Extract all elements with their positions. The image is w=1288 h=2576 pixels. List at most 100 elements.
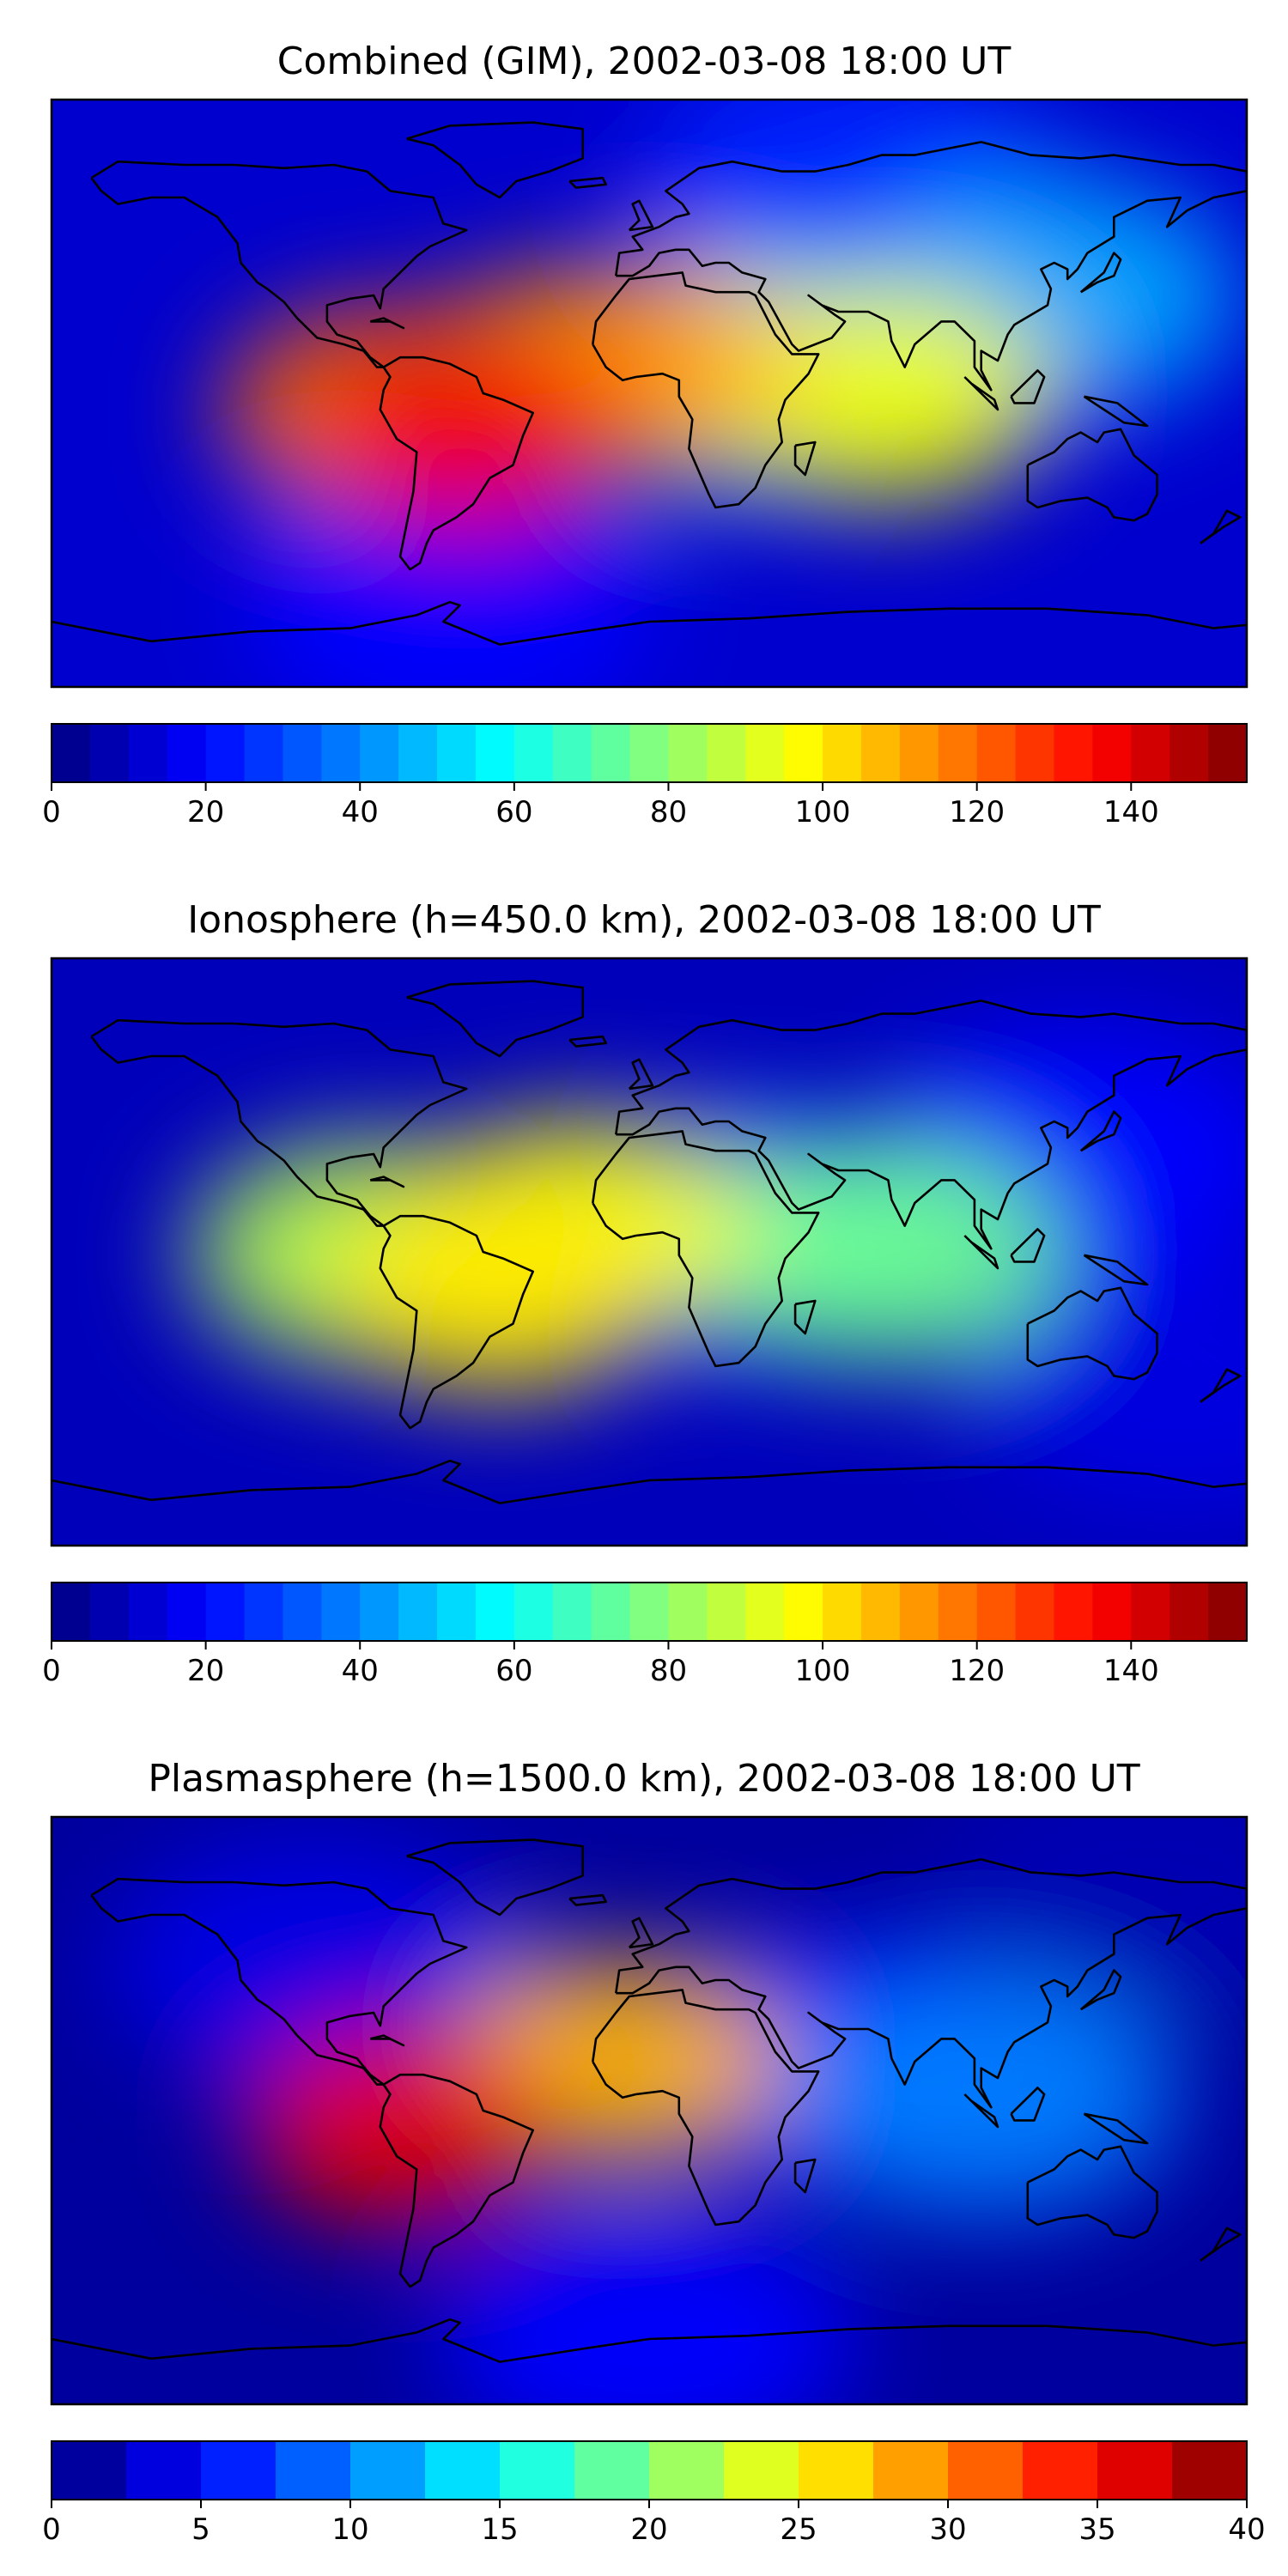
colorbar-segment bbox=[201, 2441, 276, 2500]
colorbar-segment bbox=[976, 1583, 1017, 1641]
colorbar-tick-label: 20 bbox=[187, 1654, 224, 1688]
field-feature bbox=[313, 334, 621, 531]
colorbar-segment bbox=[860, 1583, 901, 1641]
colorbar-segment bbox=[1170, 1583, 1209, 1641]
colorbar-tick-label: 20 bbox=[187, 795, 224, 829]
coastline bbox=[793, 1299, 817, 1335]
colorbar-segment bbox=[513, 1583, 554, 1641]
coastline bbox=[379, 2073, 534, 2288]
colorbar-segment bbox=[89, 1583, 130, 1641]
colorbar-segment bbox=[89, 724, 130, 782]
colorbar-segment bbox=[283, 1583, 322, 1641]
colorbar-segment bbox=[360, 724, 399, 782]
colorbar-segment bbox=[1092, 1583, 1132, 1641]
colorbar-segment bbox=[591, 724, 631, 782]
colorbar-segment bbox=[321, 724, 361, 782]
colorbar-segment bbox=[437, 1583, 477, 1641]
colorbar-segment bbox=[799, 2441, 874, 2500]
colorbar-segment bbox=[724, 2441, 799, 2500]
colorbar-segment bbox=[1092, 724, 1132, 782]
coastline bbox=[793, 2158, 817, 2194]
field-feature bbox=[329, 1177, 671, 1392]
coastline bbox=[1010, 1228, 1046, 1263]
colorbar-segment bbox=[167, 1583, 207, 1641]
colorbar-segment bbox=[244, 1583, 284, 1641]
colorbar-tick-label: 20 bbox=[630, 2512, 667, 2547]
colorbar-segment bbox=[591, 1583, 631, 1641]
colorbar-segment bbox=[1015, 1583, 1055, 1641]
colorbar-frame bbox=[51, 1582, 1248, 1642]
panel-title: Combined (GIM), 2002-03-08 18:00 UT bbox=[277, 39, 1012, 83]
coastline bbox=[628, 1917, 654, 1949]
colorbar-segment bbox=[668, 1583, 708, 1641]
coastline bbox=[615, 999, 1247, 1250]
coastline bbox=[592, 271, 820, 509]
coastline bbox=[1200, 1368, 1242, 1403]
colorbar-segment bbox=[283, 724, 322, 782]
map-plot bbox=[50, 957, 1249, 1547]
colorbar-segment bbox=[899, 1583, 939, 1641]
coastline bbox=[1083, 1254, 1149, 1286]
coastline bbox=[1010, 369, 1046, 404]
colorbar-segment bbox=[1131, 1583, 1170, 1641]
colorbar-segment bbox=[128, 724, 168, 782]
colorbar-segment bbox=[398, 724, 438, 782]
colorbar-segment bbox=[745, 724, 785, 782]
colorbar-segment bbox=[1208, 724, 1248, 782]
colorbar-frame bbox=[51, 723, 1248, 783]
colorbar-segment bbox=[1172, 2441, 1248, 2500]
colorbar-segment bbox=[205, 724, 246, 782]
colorbar-tick-label: 60 bbox=[495, 795, 532, 829]
colorbar-segment bbox=[398, 1583, 438, 1641]
colorbar-segment bbox=[1015, 724, 1055, 782]
colorbar: 0 20 40 60 80 100 120 140 bbox=[42, 1582, 1248, 1688]
colorbar-segment bbox=[276, 2441, 351, 2500]
coastline bbox=[90, 160, 468, 368]
colorbar-tick-label: 60 bbox=[495, 1654, 532, 1688]
colorbar-segment bbox=[784, 724, 823, 782]
colorbar: 0 20 40 60 80 100 120 140 bbox=[42, 723, 1248, 829]
coastline bbox=[90, 1877, 468, 2086]
colorbar-segment bbox=[552, 1583, 592, 1641]
coastline bbox=[406, 980, 584, 1058]
colorbar-tick-label: 80 bbox=[650, 795, 687, 829]
coastline bbox=[628, 1058, 654, 1091]
colorbar-segment bbox=[52, 2441, 127, 2500]
colorbar-tick-label: 120 bbox=[949, 1654, 1005, 1688]
colorbar-segment bbox=[1054, 1583, 1093, 1641]
colorbar-segment bbox=[938, 1583, 978, 1641]
coastline bbox=[379, 1214, 534, 1430]
colorbar-segment bbox=[52, 1583, 91, 1641]
colorbar-segment bbox=[513, 724, 554, 782]
field-feature bbox=[936, 1817, 1247, 2009]
colorbar-segment bbox=[629, 724, 670, 782]
map-frame bbox=[50, 1815, 1249, 2406]
coastline bbox=[369, 1176, 405, 1188]
colorbar-segment bbox=[976, 724, 1017, 782]
colorbar-tick-label: 0 bbox=[42, 2512, 61, 2547]
coastline bbox=[963, 376, 999, 411]
colorbar-segment bbox=[948, 2441, 1024, 2500]
colorbar-segment bbox=[823, 724, 862, 782]
coastline bbox=[615, 1858, 1247, 2109]
colorbar-segment bbox=[873, 2441, 949, 2500]
colorbar-tick-label: 15 bbox=[481, 2512, 518, 2547]
colorbar: 0 5 10 15 20 25 30 35 40 bbox=[42, 2440, 1266, 2547]
colorbar-segment bbox=[475, 1583, 515, 1641]
coastline bbox=[1079, 1969, 1122, 2011]
field-feature bbox=[247, 2029, 553, 2225]
colorbar-tick-label: 100 bbox=[795, 795, 851, 829]
colorbar-segment bbox=[899, 724, 939, 782]
colorbar-segment bbox=[707, 724, 746, 782]
colorbar-segment bbox=[574, 2441, 650, 2500]
colorbar-tick-label: 25 bbox=[780, 2512, 817, 2547]
coastline bbox=[615, 141, 1247, 392]
colorbar-segment bbox=[1208, 1583, 1248, 1641]
field-feature bbox=[443, 2215, 855, 2404]
coastline bbox=[406, 121, 584, 199]
colorbar-segment bbox=[1097, 2441, 1173, 2500]
colorbar-segment bbox=[668, 724, 708, 782]
coastline bbox=[52, 600, 1247, 646]
colorbar-segment bbox=[52, 724, 91, 782]
